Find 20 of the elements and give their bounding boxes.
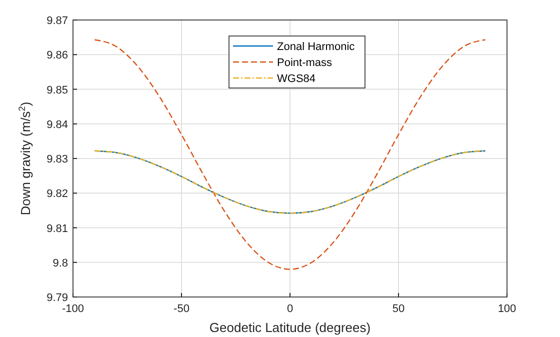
x-tick-label: -100 [62, 303, 84, 315]
line-series [94, 39, 486, 270]
y-tick-label: 9.87 [46, 15, 68, 27]
x-tick-label: 100 [498, 303, 516, 315]
y-tick-label: 9.82 [46, 188, 68, 200]
x-tick-label: -50 [174, 303, 190, 315]
y-tick-label: 9.85 [46, 84, 68, 96]
legend-label: Point-mass [277, 57, 333, 69]
x-tick-label: 0 [286, 303, 294, 315]
y-tick-label: 9.8 [52, 257, 68, 270]
y-tick-label: 9.86 [46, 50, 68, 62]
legend-label: Zonal Harmonic [277, 41, 356, 53]
line-series [94, 150, 486, 214]
y-tick-label: 9.79 [46, 292, 68, 304]
y-tick-label: 9.81 [46, 222, 68, 235]
y-tick-label: 9.84 [46, 118, 68, 131]
legend-label: WGS84 [277, 73, 316, 85]
x-axis-title: Geodetic Latitude (degrees) [209, 320, 371, 335]
x-tick-label: 50 [392, 303, 405, 315]
y-tick-label: 9.83 [46, 154, 68, 166]
